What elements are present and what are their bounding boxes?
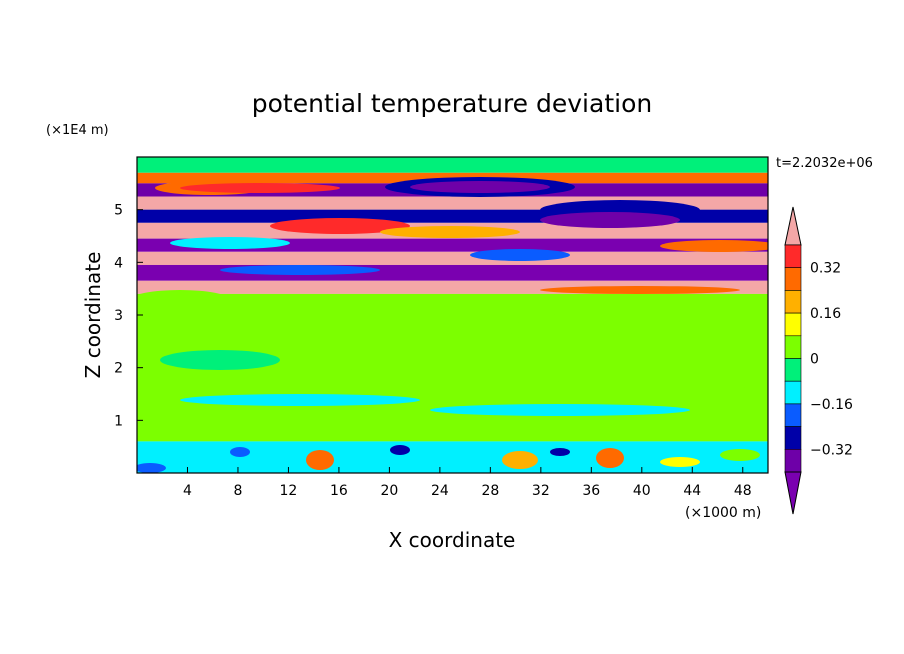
contour-band-6 (137, 238, 768, 252)
contour-feature-11 (540, 286, 740, 294)
colorbar-segment (784, 244, 802, 269)
contour-plot-area (137, 157, 768, 473)
contour-feature-1 (180, 183, 340, 193)
x-tick-label: 8 (233, 483, 242, 499)
y-axis-label: Z coordinate (81, 252, 105, 379)
colorbar-tick-label: −0.32 (810, 442, 853, 458)
contour-feature-26 (230, 447, 250, 457)
colorbar-over-triangle (784, 206, 802, 246)
colorbar-segment (784, 290, 802, 314)
contour-feature-13 (510, 312, 690, 348)
colorbar: 0.32 0.16 0 −0.16 −0.32 (784, 206, 853, 515)
contour-features (137, 177, 768, 473)
contour-feature-20 (137, 290, 230, 310)
contour-feature-22 (502, 451, 538, 469)
contour-feature-21 (306, 450, 334, 470)
colorbar-tick-label: 0.16 (810, 306, 841, 322)
colorbar-segment (784, 426, 802, 450)
colorbar-segment (784, 448, 802, 473)
x-tick-label: 36 (582, 483, 600, 499)
contour-feature-9 (170, 237, 290, 249)
contour-feature-16 (180, 394, 420, 406)
colorbar-segment (784, 403, 802, 427)
chart-title: potential temperature deviation (252, 89, 652, 118)
x-tick-label: 20 (380, 483, 398, 499)
colorbar-segment (784, 380, 802, 405)
contour-feature-15 (280, 368, 560, 392)
colorbar-under-triangle (784, 471, 802, 515)
x-tick-label: 48 (734, 483, 752, 499)
colorbar-segment (784, 358, 802, 382)
colorbar-segment (784, 312, 802, 337)
x-tick-label: 4 (183, 483, 192, 499)
contour-feature-27 (660, 457, 700, 467)
contour-feature-7 (380, 226, 520, 238)
contour-feature-28 (137, 463, 166, 473)
contour-band-7 (137, 251, 768, 265)
colorbar-tick-label: −0.16 (810, 397, 853, 413)
contour-feature-25 (550, 448, 570, 456)
x-axis-ticks: 4 8 12 16 20 24 28 32 36 40 44 48 (183, 467, 752, 499)
colorbar-segment (784, 335, 802, 359)
x-tick-label: 24 (431, 483, 449, 499)
y-tick-label: 2 (114, 361, 123, 377)
contour-feature-23 (596, 448, 624, 468)
contour-feature-14 (140, 326, 360, 354)
y-axis-ticks: 1 2 3 4 5 (114, 203, 143, 429)
x-axis-label: X coordinate (389, 528, 516, 552)
x-tick-label: 40 (633, 483, 651, 499)
x-tick-label: 12 (280, 483, 298, 499)
contour-feature-17 (430, 404, 690, 416)
contour-band-8 (137, 264, 768, 281)
contour-band-11 (137, 441, 768, 473)
contour-feature-19 (620, 368, 760, 392)
colorbar-tick-label: 0.32 (810, 261, 841, 277)
contour-feature-12 (220, 265, 380, 275)
y-tick-label: 3 (114, 308, 123, 324)
time-label: t=2.2032e+06 (776, 156, 873, 171)
y-tick-label: 1 (114, 413, 123, 429)
x-tick-label: 16 (330, 483, 348, 499)
y-unit-label: (×1E4 m) (46, 123, 109, 138)
y-tick-label: 5 (114, 203, 123, 219)
x-tick-label: 32 (532, 483, 550, 499)
x-unit-label: (×1000 m) (685, 505, 761, 521)
y-tick-label: 4 (114, 255, 123, 271)
contour-feature-24 (390, 445, 410, 455)
contour-band-0 (137, 157, 768, 173)
colorbar-tick-label: 0 (810, 352, 819, 368)
contour-feature-10 (470, 249, 570, 261)
contour-feature-18 (160, 350, 280, 370)
contour-feature-29 (720, 449, 760, 461)
contour-feature-8 (660, 240, 768, 252)
x-tick-label: 28 (481, 483, 499, 499)
contour-feature-6 (270, 218, 410, 234)
contour-feature-5 (540, 212, 680, 228)
contour-feature-3 (410, 181, 550, 193)
colorbar-segment (784, 267, 802, 291)
x-tick-label: 44 (683, 483, 701, 499)
